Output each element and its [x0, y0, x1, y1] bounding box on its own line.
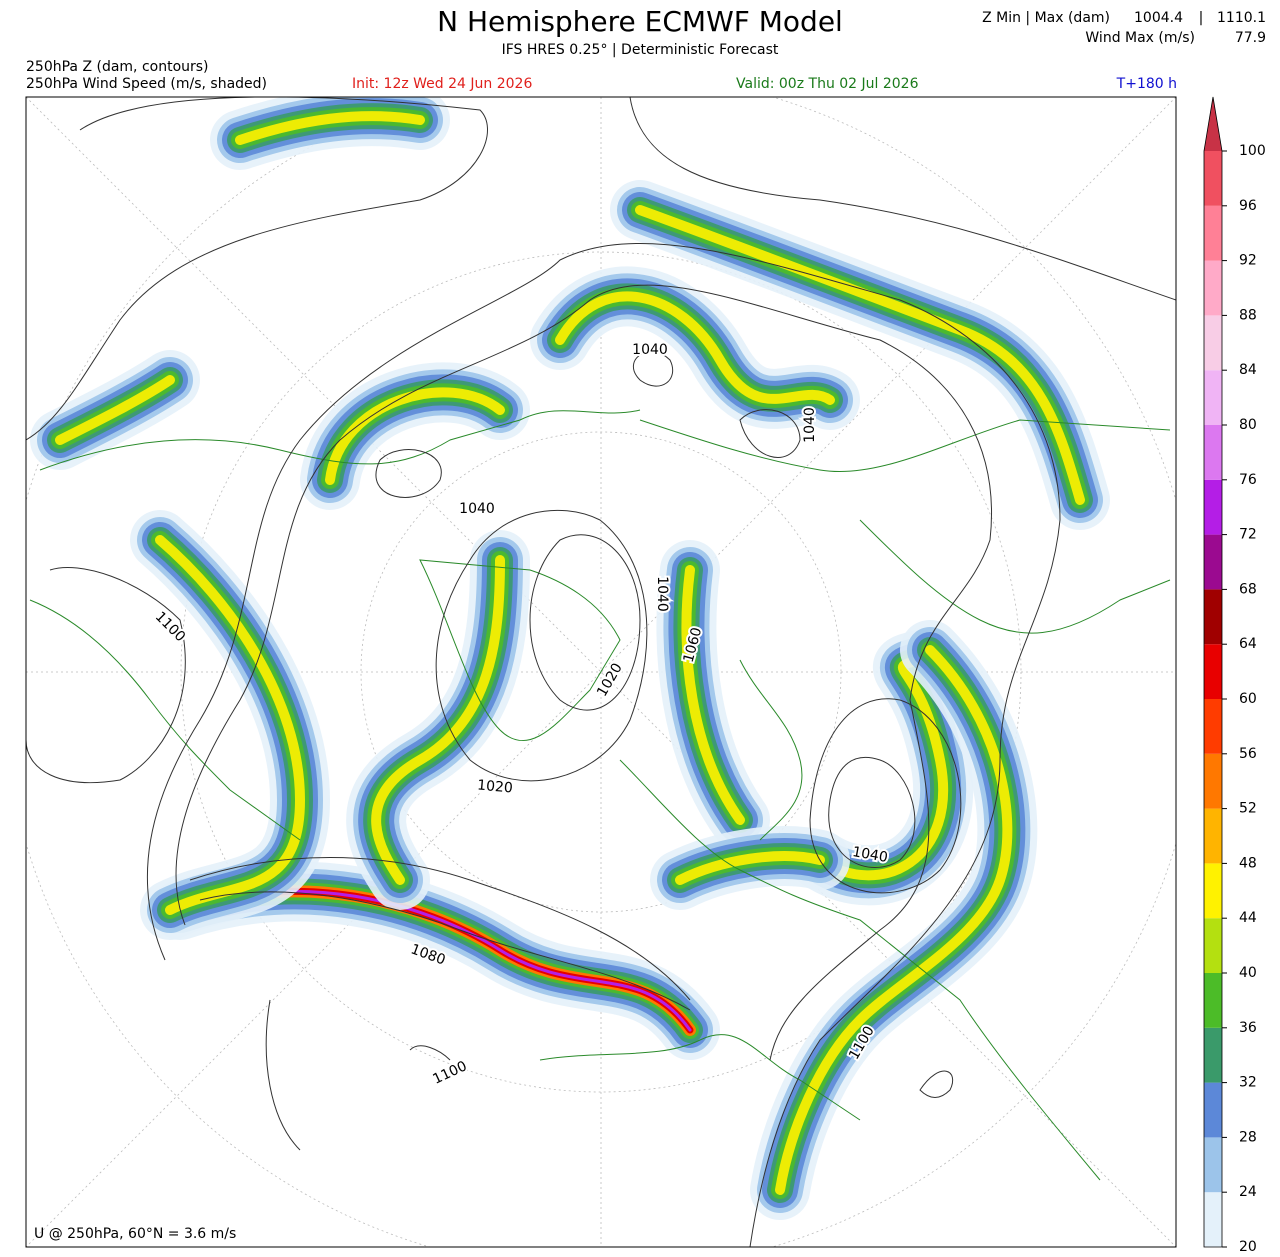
colorbar-bin [1204, 973, 1222, 1028]
colorbar-bin [1204, 1082, 1222, 1138]
coastlines [29, 409, 1171, 1181]
colorbar-tick-label: 52 [1239, 801, 1257, 817]
colorbar-tick-label: 44 [1239, 910, 1257, 926]
separator: | [1199, 10, 1204, 26]
z-label: Z Min | Max (dam) [982, 10, 1110, 26]
colorbar-tick-label: 32 [1239, 1075, 1257, 1091]
colorbar-tick-label: 76 [1239, 472, 1257, 488]
colorbar-tick-label: 96 [1239, 198, 1257, 214]
jet-band [325, 387, 505, 485]
colorbar-tick-label: 100 [1239, 143, 1266, 159]
colorbar-bin [1204, 260, 1222, 316]
colorbar-tick-label: 20 [1239, 1239, 1257, 1253]
colorbar-tick-label: 48 [1239, 855, 1257, 871]
valid-time: Valid: 00z Thu 02 Jul 2026 [736, 76, 919, 92]
colorbar-bin [1204, 753, 1222, 809]
colorbar-tick-label: 64 [1239, 636, 1257, 652]
colorbar-extend [1204, 97, 1222, 151]
colorbar-tick-label: 24 [1239, 1184, 1257, 1200]
colorbar-tick-label: 60 [1239, 691, 1257, 707]
colorbar-bin [1204, 1192, 1222, 1247]
height-contours [26, 97, 1176, 1247]
colorbar-bin [1204, 1027, 1222, 1083]
colorbar-outline [1203, 96, 1223, 1248]
contour-label: 1040 [632, 342, 668, 358]
contour-label: 1020 [477, 777, 514, 796]
colorbar-bin [1204, 644, 1222, 699]
jet-band [371, 555, 505, 885]
colorbar: 20 24 28 32 36 40 44 48 52 56 60 64 68 72 76 80 84 88 92 96… [1203, 96, 1266, 1255]
map: 1040104010401100104010601020102010401080… [26, 97, 1176, 1247]
init-time: Init: 12z Wed 24 Jun 2026 [352, 76, 532, 92]
footer-note: U @ 250hPa, 60°N = 3.6 m/s [34, 1226, 236, 1242]
wind-label: Wind Max (m/s) [1085, 30, 1195, 46]
jet-band [815, 655, 949, 881]
colorbar-tick-label: 36 [1239, 1020, 1257, 1036]
contour-label: 1040 [654, 576, 670, 612]
z-min: 1004.4 [1134, 10, 1183, 26]
colorbar-bin [1204, 370, 1222, 425]
colorbar-bin [1204, 808, 1222, 864]
field-z: 250hPa Z (dam, contours) [26, 59, 209, 75]
colorbar-tick-label: 92 [1239, 253, 1257, 269]
jet-band [555, 291, 835, 405]
field-wind: 250hPa Wind Speed (m/s, shaded) [26, 76, 267, 92]
colorbar-bin [1204, 151, 1222, 206]
colorbar-bin [1204, 315, 1222, 371]
colorbar-bin [1204, 534, 1222, 590]
lead-time: T+180 h [1116, 76, 1177, 92]
contour-label: 1040 [459, 501, 495, 517]
colorbar-tick-label: 72 [1239, 527, 1257, 543]
wind-max: 77.9 [1235, 30, 1266, 46]
colorbar-bin [1204, 1137, 1222, 1193]
colorbar-bin [1204, 918, 1222, 973]
subtitle: IFS HRES 0.25° | Deterministic Forecast [502, 42, 779, 58]
colorbar-bin [1204, 699, 1222, 754]
title: N Hemisphere ECMWF Model [437, 5, 843, 38]
colorbar-bin [1204, 863, 1222, 919]
colorbar-tick-label: 84 [1239, 362, 1257, 378]
jet-band [681, 565, 745, 825]
colorbar-bin [1204, 479, 1222, 535]
colorbar-tick-label: 56 [1239, 746, 1257, 762]
jet-band [155, 535, 306, 915]
colorbar-tick-label: 88 [1239, 307, 1257, 323]
jet-band [55, 375, 175, 445]
jet-band [235, 111, 425, 145]
colorbar-tick-label: 80 [1239, 417, 1257, 433]
z-max: 1110.1 [1217, 10, 1266, 26]
colorbar-tick-label: 28 [1239, 1129, 1257, 1145]
jet-band [675, 851, 825, 885]
colorbar-bin [1204, 205, 1222, 261]
colorbar-bin [1204, 425, 1222, 480]
map-frame [25, 96, 1177, 1248]
contour-label: 1040 [802, 407, 818, 443]
colorbar-tick-label: 40 [1239, 965, 1257, 981]
colorbar-tick-label: 68 [1239, 581, 1257, 597]
colorbar-bin [1204, 589, 1222, 645]
